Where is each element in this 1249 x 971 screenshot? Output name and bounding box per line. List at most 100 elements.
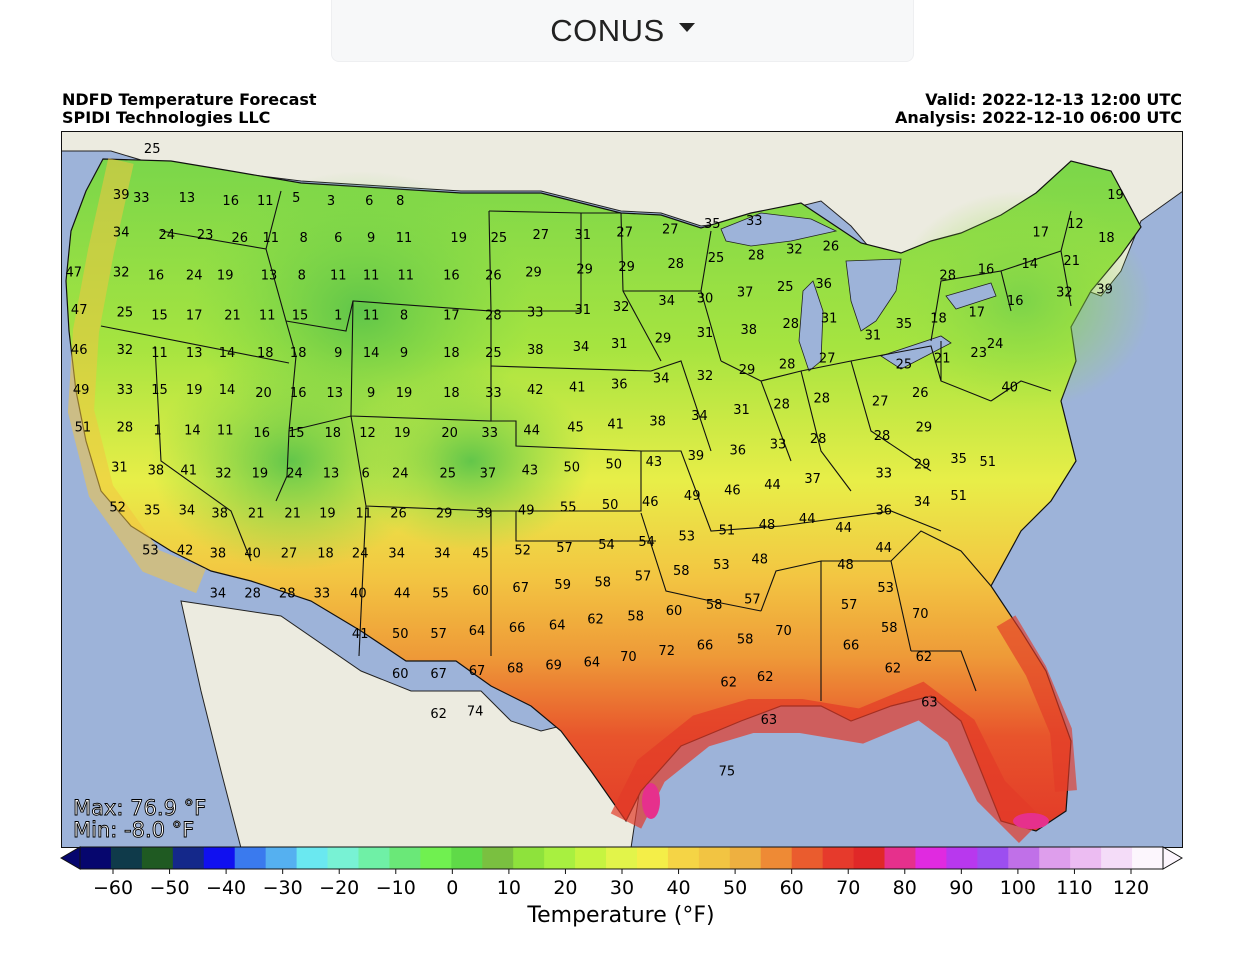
temperature-value: 59 — [554, 578, 571, 593]
colorbar-swatch — [822, 847, 855, 869]
colorbar-tick-label: 120 — [1113, 877, 1149, 899]
colorbar-tick-label: 60 — [780, 877, 804, 899]
region-dropdown[interactable]: CONUS — [331, 0, 914, 62]
colorbar-swatch — [420, 847, 452, 869]
temperature-value: 55 — [560, 501, 577, 516]
forecast-title: NDFD Temperature Forecast — [62, 90, 317, 109]
colorbar-swatch — [1132, 847, 1164, 869]
temperature-value: 9 — [367, 231, 375, 246]
state-borders — [100, 190, 1072, 701]
temperature-value: 18 — [443, 386, 460, 401]
colorbar-tick-label: 110 — [1056, 877, 1092, 899]
colorbar-swatch — [389, 847, 421, 869]
temperature-value: 39 — [1096, 283, 1113, 298]
colorbar-tick-label: −10 — [376, 877, 416, 899]
temperature-value: 33 — [485, 386, 502, 401]
temperature-value: 26 — [390, 506, 407, 521]
temperature-value: 38 — [211, 506, 228, 521]
colorbar-swatch — [482, 847, 514, 869]
temperature-value: 39 — [476, 506, 493, 521]
temperature-value: 34 — [658, 294, 675, 309]
temperature-value: 58 — [881, 621, 898, 636]
colorbar-swatch — [172, 847, 205, 869]
temperature-value: 23 — [970, 346, 987, 361]
temperature-value: 17 — [186, 309, 203, 324]
colorbar-tick-label: 20 — [553, 877, 577, 899]
temperature-value: 28 — [874, 429, 891, 444]
temperature-value: 49 — [684, 489, 701, 504]
temperature-value: 24 — [186, 268, 203, 283]
temperature-value: 75 — [719, 765, 736, 780]
temperature-value: 57 — [635, 570, 652, 585]
temperature-value: 47 — [71, 303, 88, 318]
temperature-value: 28 — [939, 268, 956, 283]
colorbar-swatch — [915, 847, 947, 869]
temperature-value: 57 — [744, 593, 761, 608]
temperature-value: 25 — [117, 306, 134, 321]
temperature-value: 9 — [367, 386, 375, 401]
temperature-value: 19 — [186, 383, 203, 398]
temperature-value: 70 — [775, 624, 792, 639]
temperature-value: 28 — [279, 587, 296, 602]
temperature-value: 68 — [507, 661, 524, 676]
temperature-value: 18 — [257, 346, 274, 361]
temperature-value: 35 — [896, 317, 913, 332]
temperature-value: 39 — [113, 188, 130, 203]
temperature-value: 11 — [398, 268, 415, 283]
temperature-value: 31 — [611, 337, 628, 352]
temperature-value: 38 — [148, 463, 165, 478]
temperature-value: 33 — [876, 466, 893, 481]
florida-east-hot-strip — [996, 615, 1077, 792]
temperature-value: 66 — [697, 638, 714, 653]
colorbar-swatch — [636, 847, 669, 869]
temperature-value: 66 — [843, 638, 860, 653]
temperature-value: 38 — [741, 323, 758, 338]
colorbar-swatch — [110, 847, 143, 869]
temperature-value: 28 — [779, 357, 796, 372]
temperature-value: 53 — [142, 544, 159, 559]
temperature-value: 36 — [611, 377, 628, 392]
temperature-value: 54 — [598, 538, 615, 553]
colorbar-ticks: −60 −50 −40 −30 −20 −10 0 10 20 30 40 50 60 70 80 90 100… — [93, 869, 1149, 899]
temperature-value: 15 — [292, 309, 309, 324]
temperature-value: 50 — [564, 461, 581, 476]
temperature-value: 19 — [396, 386, 413, 401]
temperature-value: 24 — [286, 466, 303, 481]
great-basin-cold-area — [151, 351, 431, 571]
temperature-value: 41 — [607, 418, 624, 433]
max-temperature: Max: 76.9 °F — [73, 796, 206, 820]
temperature-value: 8 — [299, 231, 307, 246]
temperature-value: 57 — [556, 541, 573, 556]
temperature-value: 29 — [739, 363, 756, 378]
temperature-value: 29 — [576, 263, 593, 278]
temperature-value: 35 — [144, 504, 161, 519]
temperature-value: 48 — [837, 558, 854, 573]
temperature-value: 25 — [708, 251, 725, 266]
colorbar-swatch — [575, 847, 607, 869]
west-coast-warm-strip — [67, 158, 206, 594]
temperature-value: 26 — [823, 240, 840, 255]
colorbar-tick-label: 100 — [1000, 877, 1036, 899]
colorbar-tick-label: −60 — [93, 877, 133, 899]
temperature-value: 13 — [261, 268, 278, 283]
temperature-value: 21 — [1063, 254, 1080, 269]
temperature-value: 25 — [144, 142, 161, 157]
temperature-value: 45 — [567, 420, 584, 435]
temperature-value: 28 — [810, 432, 827, 447]
colorbar-label: Temperature (°F) — [526, 903, 714, 928]
temperature-value: 62 — [757, 670, 774, 685]
temperature-value: 12 — [359, 426, 376, 441]
south-texas-magenta-spot — [642, 783, 660, 819]
temperature-value: 74 — [467, 704, 484, 719]
colorbar-tick-label: 80 — [893, 877, 917, 899]
temperature-value: 28 — [783, 317, 800, 332]
colorbar-tick-label: 70 — [836, 877, 860, 899]
colorbar-swatch — [513, 847, 545, 869]
temperature-value: 27 — [533, 228, 550, 243]
temperature-value: 50 — [392, 627, 409, 642]
temperature-value: 34 — [573, 340, 590, 355]
temperature-value: 38 — [649, 415, 666, 430]
temperature-value: 9 — [400, 346, 408, 361]
temperature-value: 34 — [434, 547, 451, 562]
lake-superior — [720, 212, 838, 247]
